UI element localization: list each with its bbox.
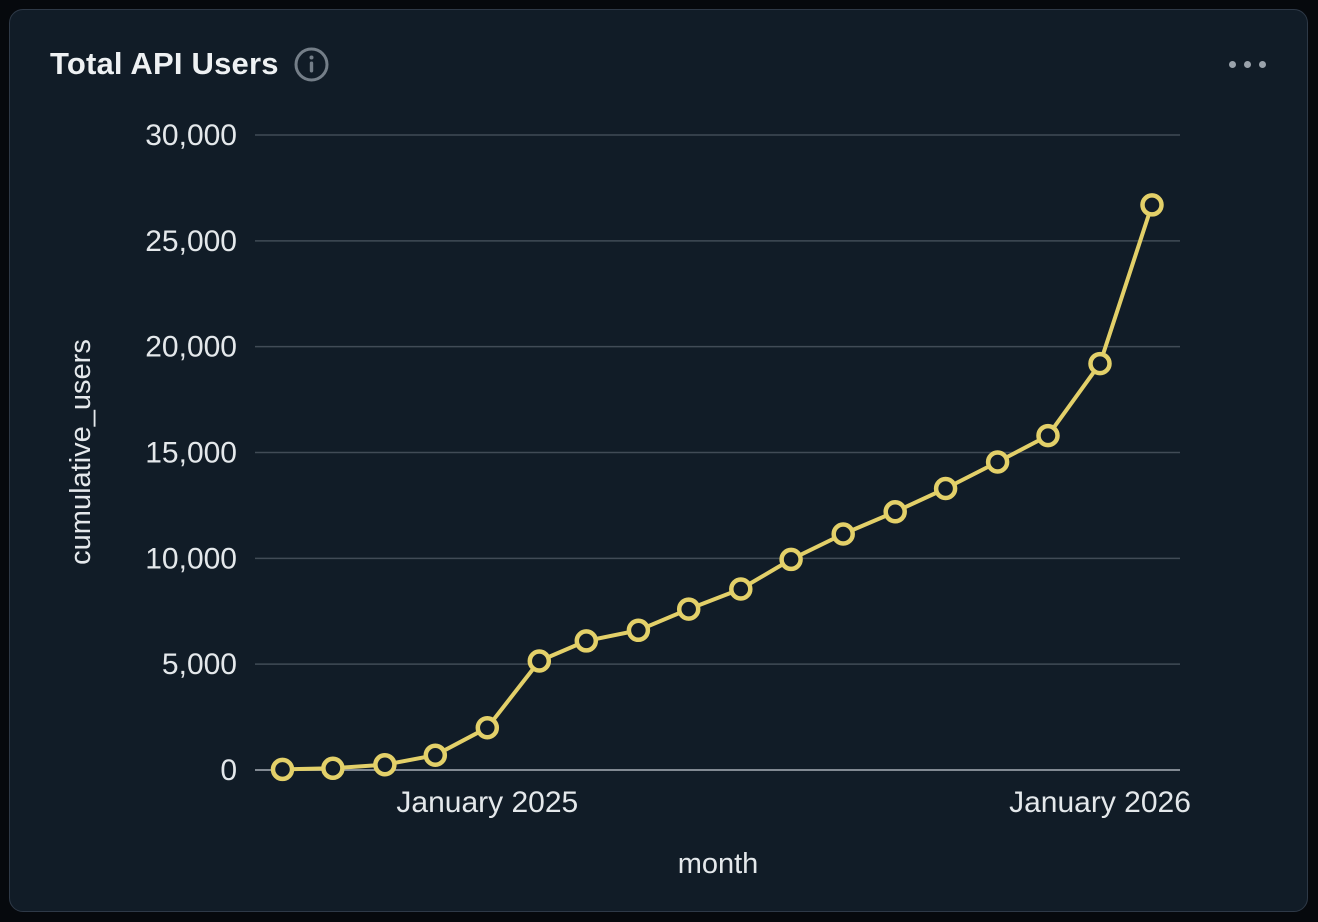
data-point-marker[interactable] <box>423 743 448 767</box>
data-point-marker[interactable] <box>729 577 753 601</box>
data-point-marker[interactable] <box>779 547 803 572</box>
y-tick-label: 20,000 <box>145 331 237 364</box>
data-point-marker[interactable] <box>1088 351 1112 376</box>
info-icon[interactable] <box>293 46 330 83</box>
ellipsis-dot <box>1244 60 1251 68</box>
data-point-marker[interactable] <box>831 522 855 546</box>
y-tick-label: 10,000 <box>145 542 237 575</box>
chart-card <box>9 9 1308 912</box>
data-point-marker[interactable] <box>883 500 907 524</box>
data-point-marker[interactable] <box>933 476 958 501</box>
data-point-marker[interactable] <box>676 597 701 621</box>
chart-title: Total API Users <box>50 46 279 81</box>
data-point-marker[interactable] <box>527 649 552 673</box>
x-tick-label: January 2026 <box>1009 786 1191 819</box>
card-header: Total API Users <box>50 42 1268 86</box>
y-tick-label: 30,000 <box>145 119 237 152</box>
y-tick-label: 5,000 <box>162 648 237 681</box>
ellipsis-dot <box>1229 60 1236 68</box>
data-point-marker[interactable] <box>321 756 345 781</box>
data-point-marker[interactable] <box>373 752 397 777</box>
data-point-marker[interactable] <box>475 715 500 740</box>
data-point-marker[interactable] <box>1140 193 1164 217</box>
y-tick-label: 15,000 <box>145 437 237 470</box>
x-axis-title: month <box>678 848 759 880</box>
y-tick-label: 25,000 <box>145 225 237 258</box>
data-point-marker[interactable] <box>1036 423 1060 448</box>
data-point-marker[interactable] <box>574 629 599 653</box>
data-point-marker[interactable] <box>270 757 295 782</box>
x-tick-label: January 2025 <box>396 786 578 819</box>
y-axis-title: cumulative_users <box>65 339 97 565</box>
y-tick-label: 0 <box>220 754 237 787</box>
more-options-button[interactable] <box>1227 55 1268 74</box>
data-point-marker[interactable] <box>626 618 651 643</box>
data-point-marker[interactable] <box>985 450 1010 474</box>
series-line <box>280 202 1154 772</box>
ellipsis-dot <box>1259 60 1266 68</box>
